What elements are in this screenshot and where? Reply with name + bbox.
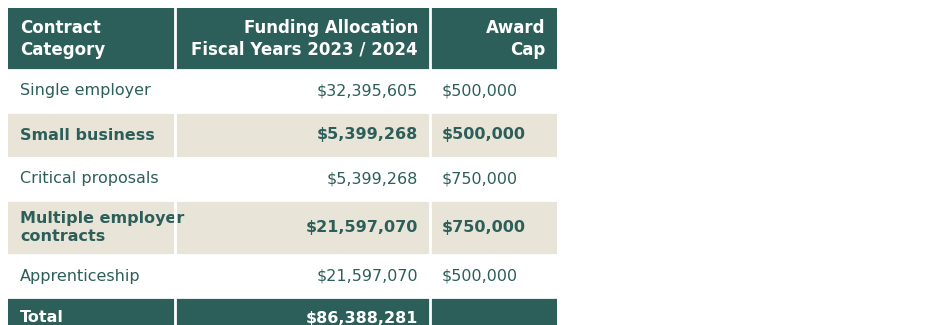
- Bar: [175, 8, 430, 70]
- Text: $5,399,268: $5,399,268: [327, 172, 417, 187]
- Text: $5,399,268: $5,399,268: [316, 127, 417, 142]
- Text: $86,388,281: $86,388,281: [305, 310, 417, 325]
- Text: Single employer: Single employer: [20, 84, 151, 98]
- Text: $21,597,070: $21,597,070: [305, 220, 417, 235]
- Bar: [175, 297, 430, 325]
- Bar: [430, 8, 556, 70]
- Bar: [175, 70, 430, 112]
- Bar: [8, 8, 175, 70]
- Text: Contract
Category: Contract Category: [20, 19, 105, 59]
- Bar: [175, 200, 430, 255]
- Text: $750,000: $750,000: [442, 220, 526, 235]
- Bar: [430, 297, 556, 325]
- Bar: [8, 158, 175, 200]
- Text: Apprenticeship: Apprenticeship: [20, 268, 141, 283]
- Text: Multiple employer
contracts: Multiple employer contracts: [20, 211, 184, 244]
- Bar: [175, 158, 430, 200]
- Bar: [430, 255, 556, 297]
- Text: $500,000: $500,000: [442, 84, 517, 98]
- Text: Total: Total: [20, 310, 64, 325]
- Bar: [430, 158, 556, 200]
- Bar: [8, 70, 175, 112]
- Bar: [175, 255, 430, 297]
- Bar: [175, 112, 430, 158]
- Text: $500,000: $500,000: [442, 268, 517, 283]
- Text: Award
Cap: Award Cap: [485, 19, 545, 59]
- Text: Small business: Small business: [20, 127, 155, 142]
- Text: Critical proposals: Critical proposals: [20, 172, 159, 187]
- Bar: [430, 200, 556, 255]
- Bar: [8, 200, 175, 255]
- Bar: [430, 112, 556, 158]
- Text: $750,000: $750,000: [442, 172, 517, 187]
- Bar: [8, 297, 175, 325]
- Bar: [8, 255, 175, 297]
- Bar: [8, 112, 175, 158]
- Text: $32,395,605: $32,395,605: [316, 84, 417, 98]
- Text: $500,000: $500,000: [442, 127, 526, 142]
- Bar: [430, 70, 556, 112]
- Text: Funding Allocation
Fiscal Years 2023 / 2024: Funding Allocation Fiscal Years 2023 / 2…: [192, 19, 417, 59]
- Text: $21,597,070: $21,597,070: [316, 268, 417, 283]
